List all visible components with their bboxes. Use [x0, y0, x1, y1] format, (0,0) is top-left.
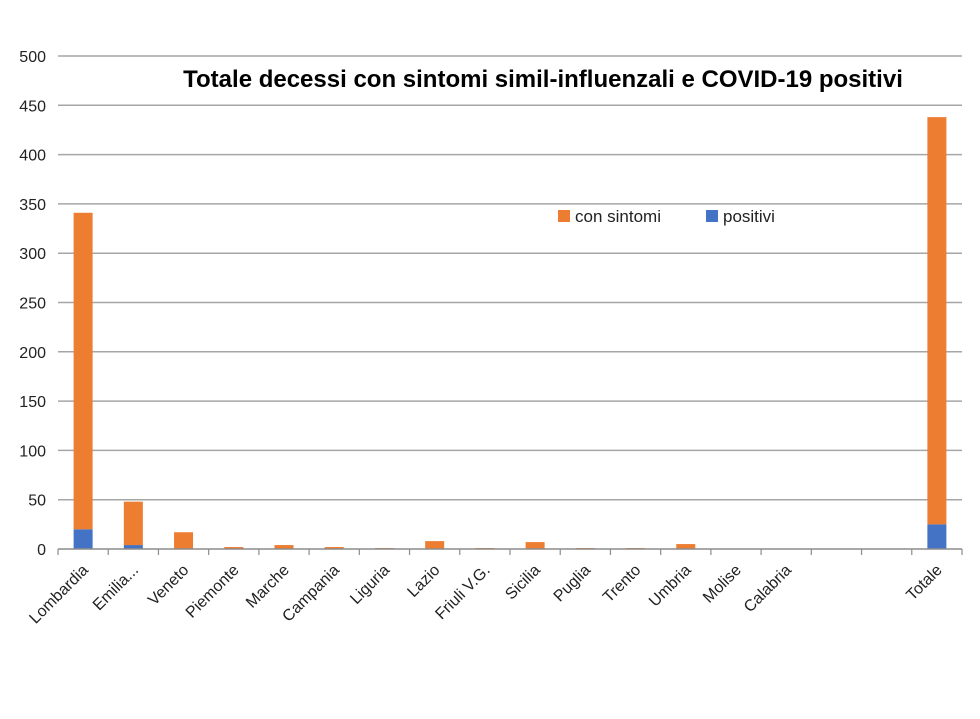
legend-label-positivi: positivi: [723, 207, 775, 226]
y-axis-ticks: 0 50 100 150 200 250 300 350 400 450 500: [19, 49, 46, 559]
bar-con-sintomi: [425, 541, 445, 549]
bar-con-sintomi: [927, 117, 947, 525]
bar-con-sintomi: [274, 545, 294, 549]
chart-title: Totale decessi con sintomi simil-influen…: [183, 66, 903, 93]
bar-con-sintomi: [676, 544, 696, 549]
x-tick-label: Puglia: [551, 562, 595, 606]
bar-positivi: [927, 524, 947, 549]
y-tick-label: 450: [19, 98, 46, 115]
legend: con sintomi positivi: [558, 207, 775, 226]
legend-swatch-con-sintomi: [558, 210, 570, 222]
y-tick-label: 350: [19, 197, 46, 214]
bar-con-sintomi: [73, 212, 93, 530]
bar-positivi: [123, 545, 143, 549]
x-tick-label: Lombardia: [26, 562, 92, 628]
y-tick-label: 200: [19, 345, 46, 362]
bar-con-sintomi: [123, 501, 143, 546]
bar-con-sintomi: [224, 547, 244, 549]
x-tick-label: Piemonte: [183, 562, 243, 622]
x-tick-label: Molise: [700, 562, 745, 607]
y-tick-label: 50: [28, 493, 46, 510]
bar-positivi: [73, 529, 93, 549]
y-tick-label: 0: [37, 542, 46, 559]
y-tick-label: 150: [19, 394, 46, 411]
x-tick-label: Emilia...: [90, 562, 142, 614]
y-tick-label: 100: [19, 443, 46, 460]
y-tick-label: 500: [19, 49, 46, 66]
bar-con-sintomi: [174, 532, 194, 549]
x-tick-label: Friuli V.G.: [432, 562, 493, 623]
y-tick-label: 250: [19, 296, 46, 313]
bars: [73, 117, 947, 549]
x-tick-label: Totale: [904, 562, 946, 604]
bar-con-sintomi: [324, 547, 344, 549]
x-tick-label: Lazio: [404, 562, 443, 601]
x-tick-label: Liguria: [347, 562, 393, 608]
x-tick-label: Marche: [243, 562, 293, 612]
bar-con-sintomi: [525, 542, 545, 549]
y-tick-label: 300: [19, 246, 46, 263]
y-tick-label: 400: [19, 148, 46, 165]
x-tick-label: Umbria: [646, 562, 695, 611]
x-tick-label: Calabria: [741, 562, 795, 616]
legend-swatch-positivi: [706, 210, 718, 222]
x-tick-label: Trento: [600, 562, 644, 606]
x-tick-label: Veneto: [145, 562, 192, 609]
gridlines: [58, 55, 962, 501]
x-tick-label: Sicilia: [502, 562, 544, 604]
legend-label-con-sintomi: con sintomi: [575, 207, 661, 226]
